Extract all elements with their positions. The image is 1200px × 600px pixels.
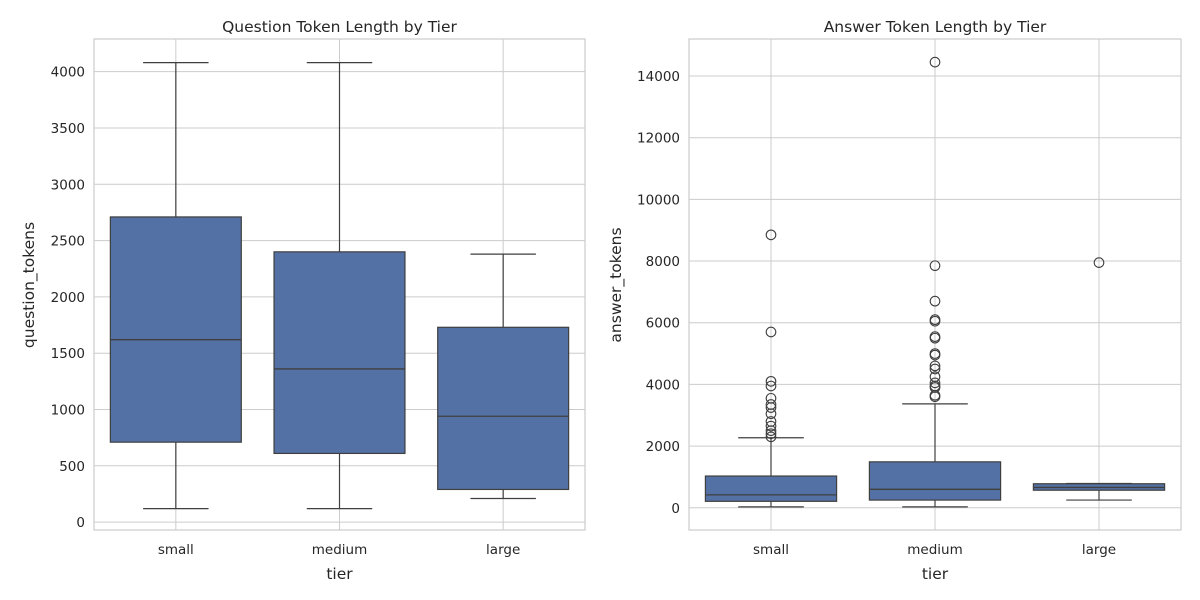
y-tick-label: 2000: [51, 290, 85, 306]
y-tick-label: 12000: [637, 131, 680, 147]
box-small: [109, 62, 242, 510]
outlier-point: [765, 375, 777, 387]
x-tick-label: medium: [312, 542, 367, 558]
y-tick-label: 8000: [646, 254, 680, 270]
outlier-point: [765, 428, 777, 440]
outlier-point: [929, 314, 941, 326]
y-tick-label: 4000: [646, 377, 680, 393]
iqr-box: [704, 475, 838, 502]
outlier-point: [929, 363, 941, 375]
y-axis-label: answer_tokens: [607, 227, 626, 342]
x-tick-label: small: [158, 542, 194, 558]
outlier-point: [929, 360, 941, 372]
outlier-point: [929, 371, 941, 383]
y-tick-label: 3000: [51, 177, 85, 193]
y-tick-label: 0: [671, 501, 680, 517]
x-axis-label: tier: [922, 565, 949, 583]
outlier-point: [765, 229, 777, 241]
box-large: [1032, 257, 1166, 501]
axes-frame: [688, 38, 1182, 531]
y-tick-label: 1500: [51, 346, 85, 362]
x-tick-label: medium: [907, 542, 962, 558]
box-medium: [273, 62, 406, 510]
x-tick-label: large: [486, 542, 520, 558]
outlier-point: [765, 399, 777, 410]
outlier-point: [765, 416, 777, 427]
outlier-point: [765, 326, 777, 338]
outlier-point: [929, 56, 941, 68]
outlier-point: [929, 295, 941, 307]
y-tick-label: 10000: [637, 192, 680, 208]
outlier-point: [929, 377, 941, 389]
outlier-point: [929, 260, 941, 272]
x-tick-label: large: [1082, 542, 1116, 558]
y-tick-label: 6000: [646, 316, 680, 332]
outlier-point: [765, 431, 777, 443]
y-tick-label: 0: [76, 515, 85, 531]
outlier-point: [765, 380, 777, 392]
iqr-box: [109, 216, 242, 443]
y-tick-label: 4000: [51, 65, 85, 81]
y-tick-label: 2500: [51, 234, 85, 250]
y-tick-label: 14000: [637, 69, 680, 85]
chart-title: Answer Token Length by Tier: [824, 18, 1047, 36]
axes-frame: [93, 38, 586, 531]
iqr-box: [273, 251, 406, 455]
y-axis-label: question_tokens: [20, 222, 39, 348]
chart-title: Question Token Length by Tier: [222, 18, 457, 36]
iqr-box: [437, 326, 570, 491]
answer-tokens-panel: Answer Token Length by Tier tier answer_…: [607, 18, 1182, 583]
outlier-point: [1093, 257, 1105, 268]
y-tick-label: 3500: [51, 121, 85, 137]
x-tick-label: small: [753, 542, 789, 558]
y-tick-label: 2000: [646, 439, 680, 455]
y-tick-label: 500: [59, 459, 85, 475]
iqr-box: [868, 461, 1002, 501]
y-tick-label: 1000: [51, 403, 85, 419]
question-tokens-panel: Question Token Length by Tier tier quest…: [20, 18, 586, 583]
box-medium: [868, 56, 1002, 508]
outlier-point: [929, 331, 941, 342]
outlier-point: [765, 420, 777, 432]
box-large: [437, 253, 570, 500]
x-axis-label: tier: [326, 565, 353, 583]
outlier-point: [765, 392, 777, 404]
box-small: [704, 229, 838, 508]
outlier-point: [929, 348, 941, 359]
